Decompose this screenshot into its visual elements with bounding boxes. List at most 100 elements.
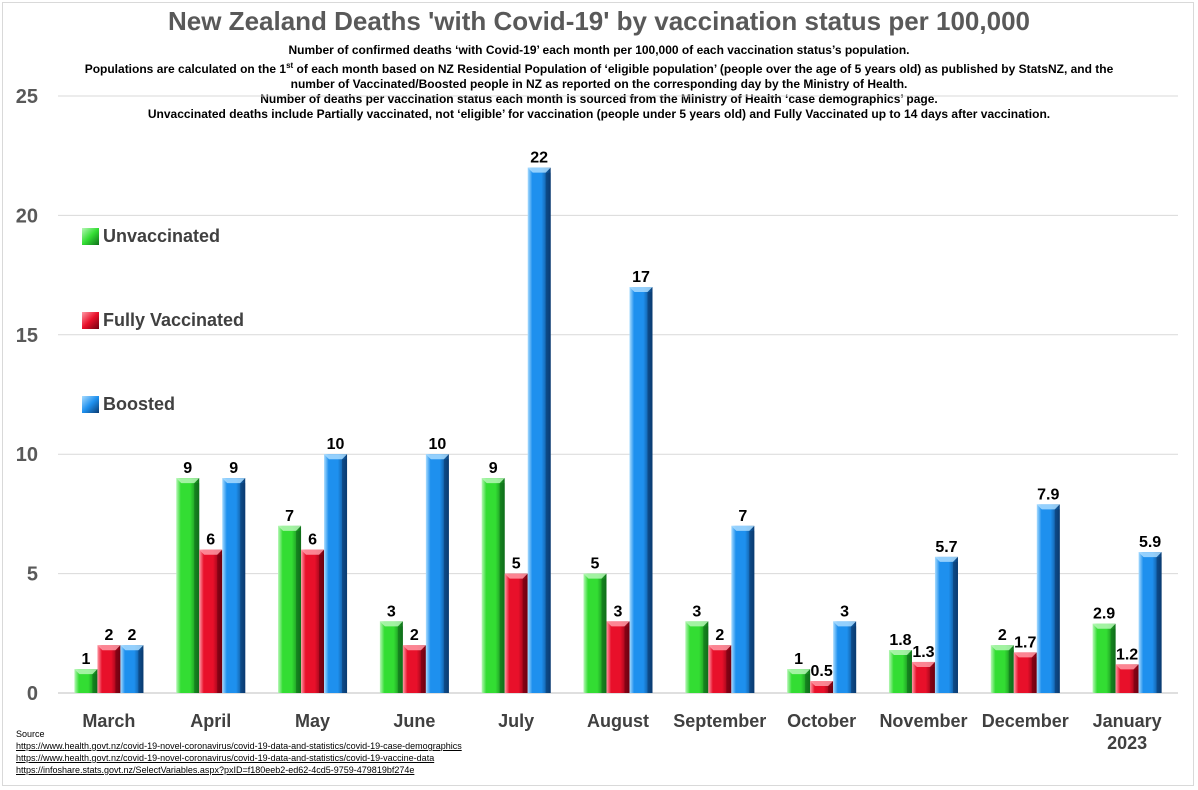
bar-bevel-side xyxy=(319,554,325,693)
data-label: 1.3 xyxy=(912,644,934,661)
data-label: 10 xyxy=(428,436,446,453)
data-label: 3 xyxy=(387,603,396,620)
y-tick-label: 15 xyxy=(16,325,38,347)
bar-fully-vaccinated xyxy=(606,621,630,693)
bar-boosted xyxy=(1036,504,1060,693)
legend-item-unvaccinated: Unvaccinated xyxy=(82,226,220,247)
legend-swatch-unvaccinated xyxy=(82,228,99,245)
data-label: 6 xyxy=(308,532,317,549)
data-label: 9 xyxy=(489,460,498,477)
bar-bevel-side xyxy=(703,626,709,693)
bar-bevel-side xyxy=(1133,669,1139,693)
bar-bevel-top xyxy=(1036,504,1060,510)
legend-item-fully-vaccinated: Fully Vaccinated xyxy=(82,310,244,331)
bar-fully-vaccinated xyxy=(97,645,121,693)
bar-bevel-side xyxy=(240,483,246,693)
bar-bevel-side xyxy=(420,650,426,693)
bar-bevel-top xyxy=(934,556,958,562)
bar-boosted xyxy=(324,454,348,693)
data-label: 2 xyxy=(410,627,419,644)
bar-bevel-top xyxy=(301,549,325,555)
bar-bevel-top xyxy=(176,478,200,484)
bar-bevel-side xyxy=(443,459,449,693)
bar-fully-vaccinated xyxy=(708,645,732,693)
bar-bevel-side xyxy=(1054,509,1060,693)
bar-bevel-top xyxy=(911,661,935,667)
data-label: 5.7 xyxy=(935,539,957,556)
x-tick-label: April xyxy=(190,711,231,731)
bar-unvaccinated xyxy=(685,621,709,693)
bar-bevel-side xyxy=(545,172,551,693)
bar-boosted xyxy=(120,645,144,693)
bar-fully-vaccinated xyxy=(1013,652,1037,693)
x-tick-label: October xyxy=(787,711,856,731)
source-label: Source xyxy=(16,729,45,739)
bar-unvaccinated xyxy=(1092,623,1116,693)
bar-bevel-top xyxy=(810,681,834,687)
x-tick-label: June xyxy=(393,711,435,731)
bar-fully-vaccinated xyxy=(504,573,528,693)
x-tick-label: December xyxy=(982,711,1069,731)
source-link[interactable]: https://infoshare.stats.govt.nz/SelectVa… xyxy=(16,765,415,775)
bar-bevel-side xyxy=(828,686,834,693)
bar-bevel-top xyxy=(708,645,732,651)
bar-fully-vaccinated xyxy=(810,681,834,693)
source-link[interactable]: https://www.health.govt.nz/covid-19-nove… xyxy=(16,753,435,763)
bar-bevel-top xyxy=(527,167,551,173)
data-label: 5 xyxy=(512,556,521,573)
y-tick-label: 0 xyxy=(27,683,38,705)
data-label: 2 xyxy=(715,627,724,644)
data-label: 2 xyxy=(104,627,113,644)
bar-boosted xyxy=(425,454,449,693)
data-label: 22 xyxy=(530,150,548,167)
bar-boosted xyxy=(833,621,857,693)
bar-boosted xyxy=(527,167,551,693)
x-tick-label: July xyxy=(498,711,534,731)
bar-bevel-top xyxy=(606,621,630,627)
y-tick-label: 5 xyxy=(27,564,38,586)
bar-bevel-side xyxy=(726,650,732,693)
bar-unvaccinated xyxy=(583,573,607,693)
bar-fully-vaccinated xyxy=(402,645,426,693)
bar-unvaccinated xyxy=(990,645,1014,693)
x-tick-label: January xyxy=(1093,711,1162,731)
bar-bevel-top xyxy=(120,645,144,651)
data-label: 1.2 xyxy=(1116,646,1138,663)
y-tick-label: 10 xyxy=(16,444,38,466)
source-link[interactable]: https://www.health.govt.nz/covid-19-nove… xyxy=(16,741,462,751)
y-tick-label: 20 xyxy=(16,205,38,227)
bar-bevel-top xyxy=(833,621,857,627)
bar-bevel-side xyxy=(749,530,755,693)
subtitle-line: number of Vaccinated/Boosted people in N… xyxy=(290,77,908,91)
bar-bevel-top xyxy=(324,454,348,460)
data-label: 7 xyxy=(285,508,294,525)
data-label: 3 xyxy=(614,603,623,620)
bar-bevel-side xyxy=(92,674,98,693)
bar-boosted xyxy=(1138,552,1162,693)
data-label: 2.9 xyxy=(1093,606,1115,623)
source-block: Source https://www.health.govt.nz/covid-… xyxy=(16,728,462,776)
bar-bevel-side xyxy=(1031,657,1037,693)
data-label: 3 xyxy=(840,603,849,620)
bar-bevel-top xyxy=(888,650,912,656)
bar-bevel-side xyxy=(906,655,912,693)
data-label: 5.9 xyxy=(1139,534,1161,551)
bar-bevel-top xyxy=(199,549,223,555)
data-label: 9 xyxy=(229,460,238,477)
bar-bevel-side xyxy=(1156,557,1162,693)
y-tick-label: 25 xyxy=(16,86,38,108)
bar-unvaccinated xyxy=(379,621,403,693)
bar-bevel-side xyxy=(929,666,935,693)
x-tick-label: March xyxy=(82,711,135,731)
bar-bevel-side xyxy=(805,674,811,693)
legend-label: Unvaccinated xyxy=(103,226,221,246)
data-label: 10 xyxy=(327,436,345,453)
subtitle-line: Number of confirmed deaths ‘with Covid-1… xyxy=(288,43,910,57)
bar-bevel-top xyxy=(402,645,426,651)
bar-bevel-side xyxy=(522,578,528,693)
data-label: 1.7 xyxy=(1014,634,1036,651)
bar-fully-vaccinated xyxy=(911,661,935,693)
chart-title: New Zealand Deaths 'with Covid-19' by va… xyxy=(168,6,1030,36)
